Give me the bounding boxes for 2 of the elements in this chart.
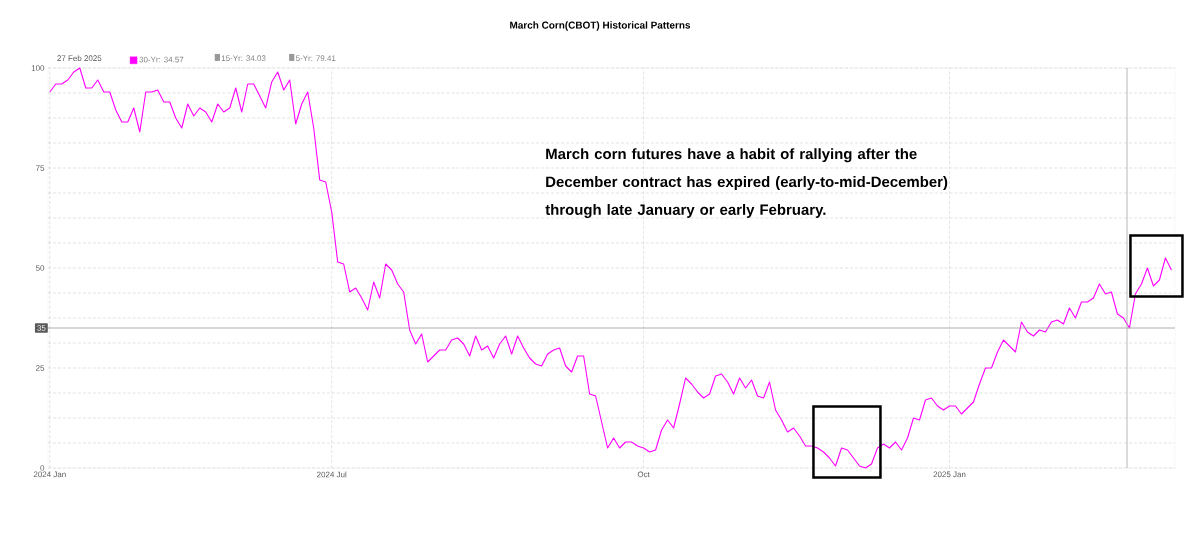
chart-title: March Corn(CBOT) Historical Patterns [510, 21, 691, 31]
annotation: March corn futures have a habit of rallying after the December contract has expired (early-to-mid-December) through late January or early February. [545, 148, 948, 218]
